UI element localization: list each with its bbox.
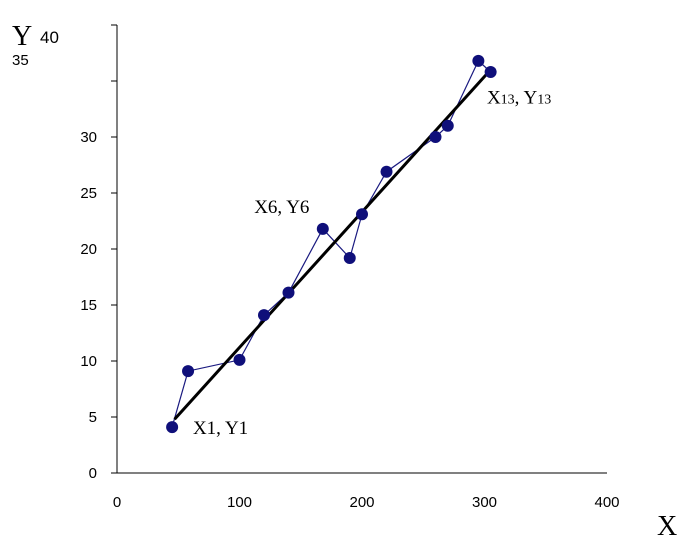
y-tick-label-10: 10 bbox=[80, 353, 97, 370]
x-axis-label: X bbox=[657, 511, 677, 540]
data-point-11 bbox=[441, 119, 454, 132]
data-point-3 bbox=[233, 353, 246, 366]
data-point-7 bbox=[343, 251, 356, 264]
data-point-2 bbox=[182, 365, 195, 378]
y-tick-label-15: 15 bbox=[80, 297, 97, 314]
y-tick-label-5: 5 bbox=[89, 409, 97, 426]
y-tick-label-25: 25 bbox=[80, 185, 97, 202]
y-tick-label-40: 40 bbox=[40, 28, 59, 47]
data-point-6 bbox=[316, 222, 329, 235]
annotation-last-sub1: 13 bbox=[501, 92, 515, 107]
y-tick-label-35: 35 bbox=[12, 52, 29, 69]
data-point-10 bbox=[429, 131, 442, 143]
x-tick-label-0: 0 bbox=[113, 494, 121, 511]
y-axis-label: Y bbox=[12, 21, 32, 52]
x-tick-label-400: 400 bbox=[594, 494, 619, 511]
data-point-12 bbox=[472, 54, 485, 67]
data-point-1 bbox=[166, 421, 179, 434]
annotation-last-main2: , Y bbox=[515, 87, 538, 108]
y-tick-label-0: 0 bbox=[89, 465, 97, 482]
annotation-last-main1: X bbox=[487, 87, 501, 108]
annotation-last-sub2: 13 bbox=[537, 92, 551, 107]
data-point-9 bbox=[380, 165, 393, 178]
y-tick-label-20: 20 bbox=[80, 241, 97, 258]
trendline bbox=[173, 68, 492, 421]
annotation-first-point: X1, Y1 bbox=[193, 418, 248, 439]
data-point-8 bbox=[356, 208, 368, 221]
markers bbox=[166, 54, 497, 434]
data-point-5 bbox=[282, 286, 295, 299]
annotation-last-point: X13, Y13 bbox=[487, 87, 551, 108]
y-tick-label-30: 30 bbox=[80, 129, 97, 146]
x-tick-label-200: 200 bbox=[349, 494, 374, 511]
data-point-13 bbox=[484, 66, 497, 79]
data-point-4 bbox=[258, 309, 270, 322]
x-tick-label-300: 300 bbox=[472, 494, 497, 511]
annotation-sixth-point: X6, Y6 bbox=[254, 197, 309, 218]
ticks bbox=[111, 24, 117, 474]
x-tick-label-100: 100 bbox=[227, 494, 252, 511]
